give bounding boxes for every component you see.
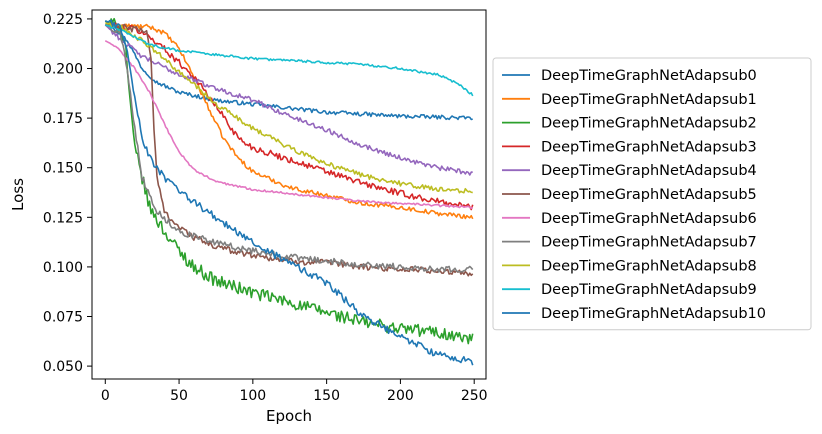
y-tick-label: 0.175 <box>43 111 83 127</box>
x-tick-label: 50 <box>170 388 188 404</box>
x-tick-label: 0 <box>101 388 110 404</box>
series-line-1 <box>105 22 474 220</box>
plot-frame <box>91 9 487 380</box>
x-tick-label: 150 <box>313 388 340 404</box>
series-line-9 <box>105 24 474 97</box>
series-line-3 <box>105 22 474 211</box>
y-tick-label: 0.100 <box>43 260 83 276</box>
series-line-4 <box>104 24 473 176</box>
series-layer <box>104 17 474 366</box>
series-line-6 <box>104 40 474 209</box>
legend-entry: DeepTimeGraphNetAdapsub2 <box>541 116 757 132</box>
legend-entry: DeepTimeGraphNetAdapsub5 <box>541 187 757 203</box>
legend-entry: DeepTimeGraphNetAdapsub4 <box>541 163 757 179</box>
legend-entry: DeepTimeGraphNetAdapsub9 <box>541 282 757 298</box>
series-line-2 <box>104 17 474 345</box>
y-tick-label: 0.150 <box>43 161 83 177</box>
series-line-5 <box>105 23 474 277</box>
x-axis-label: Epoch <box>266 407 312 425</box>
x-tick-label: 100 <box>239 388 266 404</box>
series-line-10 <box>104 19 474 366</box>
series-line-8 <box>105 22 473 194</box>
legend-entry: DeepTimeGraphNetAdapsub8 <box>541 258 757 274</box>
legend-entry: DeepTimeGraphNetAdapsub6 <box>541 211 757 227</box>
y-tick-label: 0.050 <box>43 359 83 375</box>
legend-entry: DeepTimeGraphNetAdapsub3 <box>541 139 757 155</box>
y-tick-label: 0.200 <box>43 62 83 78</box>
series-line-7 <box>104 24 474 273</box>
x-tick-label: 200 <box>387 388 414 404</box>
legend: DeepTimeGraphNetAdapsub0 DeepTimeGraphNet… <box>492 57 812 331</box>
legend-entry: DeepTimeGraphNetAdapsub7 <box>541 235 757 251</box>
legend-entry: DeepTimeGraphNetAdapsub10 <box>541 306 766 322</box>
x-axis: 0 50 100 150 200 250 <box>101 379 488 404</box>
x-tick-label: 250 <box>461 388 488 404</box>
legend-entry: DeepTimeGraphNetAdapsub0 <box>541 68 757 84</box>
legend-entry: DeepTimeGraphNetAdapsub1 <box>541 92 757 108</box>
y-axis: 0.050 0.075 0.100 0.125 0.150 0.175 0.200 0.225 <box>43 12 92 375</box>
y-tick-label: 0.075 <box>43 310 83 326</box>
y-tick-label: 0.125 <box>43 210 83 226</box>
series-line-0 <box>104 20 473 121</box>
legend-box <box>492 57 812 331</box>
y-tick-label: 0.225 <box>43 12 83 28</box>
y-axis-label: Loss <box>9 178 27 211</box>
